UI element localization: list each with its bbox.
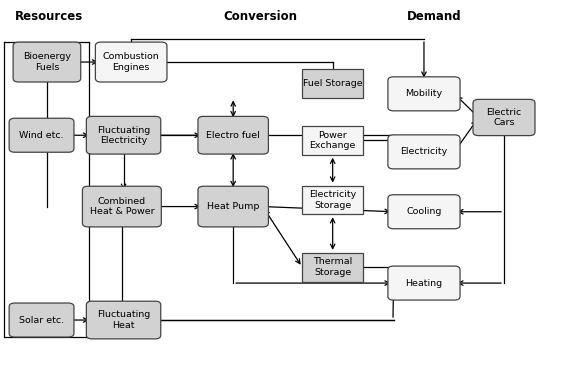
FancyBboxPatch shape (473, 99, 535, 136)
FancyBboxPatch shape (388, 77, 460, 111)
Text: Thermal
Storage: Thermal Storage (313, 257, 353, 277)
Text: Resources: Resources (15, 10, 82, 23)
Text: Fluctuating
Heat: Fluctuating Heat (97, 310, 150, 330)
FancyBboxPatch shape (388, 135, 460, 169)
Text: Electric
Cars: Electric Cars (486, 108, 521, 127)
FancyBboxPatch shape (302, 126, 363, 155)
FancyBboxPatch shape (86, 301, 161, 339)
FancyBboxPatch shape (13, 42, 81, 82)
FancyBboxPatch shape (198, 186, 268, 227)
Text: Conversion: Conversion (223, 10, 297, 23)
Text: Fluctuating
Electricity: Fluctuating Electricity (97, 125, 150, 145)
FancyBboxPatch shape (198, 116, 268, 154)
FancyBboxPatch shape (9, 118, 74, 152)
FancyBboxPatch shape (86, 116, 161, 154)
Text: Combustion
Engines: Combustion Engines (103, 52, 159, 72)
Text: Bioenergy
Fuels: Bioenergy Fuels (23, 52, 71, 72)
Text: Demand: Demand (407, 10, 462, 23)
Text: Heating: Heating (406, 279, 442, 288)
Text: Power
Exchange: Power Exchange (310, 131, 356, 150)
FancyBboxPatch shape (302, 186, 363, 214)
Text: Cooling: Cooling (406, 207, 442, 216)
FancyBboxPatch shape (388, 266, 460, 300)
Text: Heat Pump: Heat Pump (207, 202, 259, 211)
FancyBboxPatch shape (95, 42, 167, 82)
Text: Combined
Heat & Power: Combined Heat & Power (90, 197, 154, 216)
FancyBboxPatch shape (82, 186, 162, 227)
Text: Electro fuel: Electro fuel (206, 131, 260, 140)
Text: Solar etc.: Solar etc. (19, 316, 64, 325)
Text: Electricity
Storage: Electricity Storage (309, 190, 357, 210)
FancyBboxPatch shape (302, 253, 363, 282)
FancyBboxPatch shape (9, 303, 74, 337)
Text: Fuel Storage: Fuel Storage (303, 79, 363, 88)
Text: Electricity: Electricity (401, 147, 447, 156)
FancyBboxPatch shape (388, 195, 460, 229)
Text: Wind etc.: Wind etc. (19, 131, 64, 140)
FancyBboxPatch shape (302, 69, 363, 98)
Text: Mobility: Mobility (406, 89, 442, 98)
